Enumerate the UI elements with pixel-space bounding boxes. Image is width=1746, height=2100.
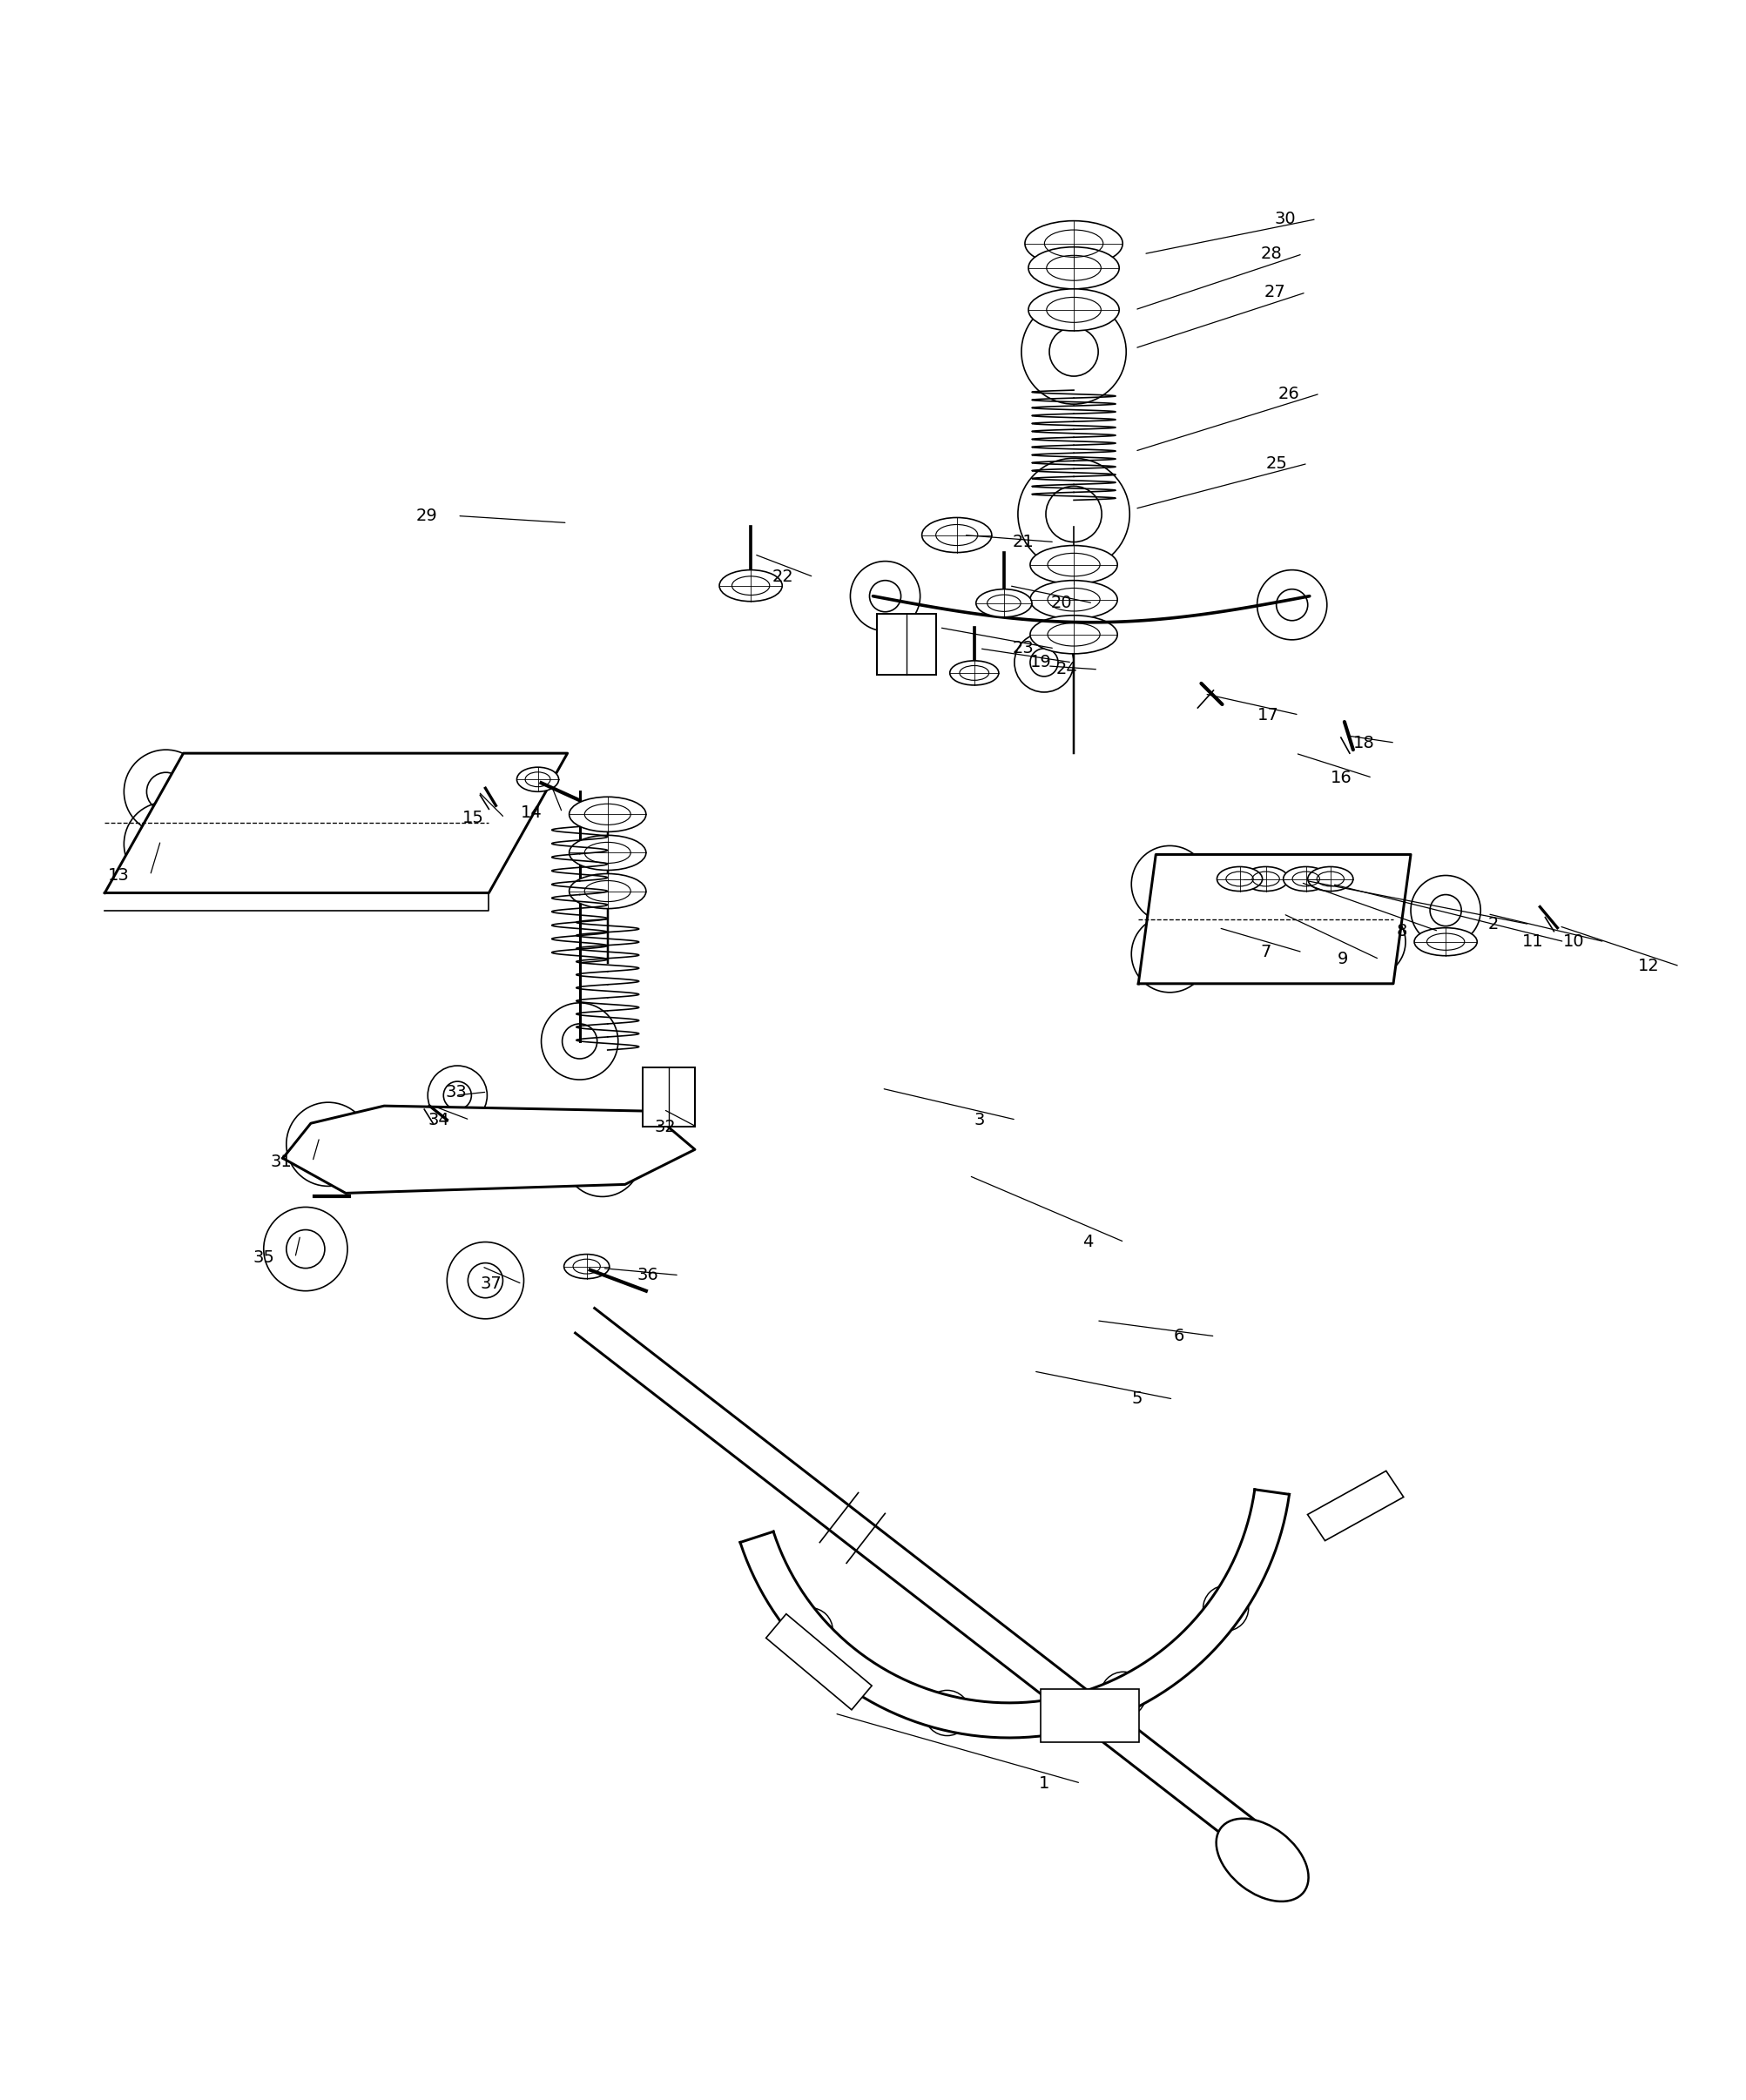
- Text: 4: 4: [1083, 1233, 1093, 1250]
- Polygon shape: [283, 1107, 695, 1193]
- Ellipse shape: [517, 766, 559, 792]
- Ellipse shape: [1217, 867, 1262, 890]
- Text: 30: 30: [1275, 210, 1296, 227]
- Ellipse shape: [1414, 928, 1477, 956]
- Ellipse shape: [1217, 1819, 1308, 1901]
- Ellipse shape: [922, 517, 992, 552]
- Ellipse shape: [1030, 580, 1117, 620]
- Polygon shape: [766, 1615, 871, 1709]
- Text: 9: 9: [1337, 951, 1348, 968]
- Text: 20: 20: [1051, 594, 1072, 611]
- Text: 18: 18: [1353, 735, 1374, 752]
- Text: 1: 1: [1039, 1774, 1049, 1791]
- Ellipse shape: [569, 836, 646, 869]
- Text: 22: 22: [772, 569, 793, 586]
- Text: 3: 3: [974, 1111, 985, 1128]
- Text: 6: 6: [1173, 1327, 1184, 1344]
- Text: 21: 21: [1013, 533, 1034, 550]
- Ellipse shape: [719, 569, 782, 601]
- Text: 34: 34: [428, 1111, 449, 1128]
- Text: 2: 2: [1488, 916, 1498, 932]
- Text: 16: 16: [1330, 769, 1351, 785]
- Polygon shape: [643, 1067, 695, 1128]
- Text: 28: 28: [1261, 246, 1282, 262]
- Text: 15: 15: [463, 811, 484, 825]
- Ellipse shape: [950, 662, 999, 685]
- Ellipse shape: [1030, 615, 1117, 653]
- Text: 17: 17: [1257, 706, 1278, 722]
- Ellipse shape: [1028, 290, 1119, 332]
- Text: 24: 24: [1056, 662, 1077, 678]
- Text: 12: 12: [1638, 958, 1659, 974]
- Text: 7: 7: [1261, 945, 1271, 960]
- Polygon shape: [876, 613, 936, 674]
- Polygon shape: [1041, 1691, 1138, 1741]
- Ellipse shape: [1028, 248, 1119, 290]
- Ellipse shape: [569, 796, 646, 832]
- Text: 33: 33: [445, 1084, 466, 1100]
- Text: 10: 10: [1563, 934, 1584, 949]
- Text: 8: 8: [1397, 924, 1407, 939]
- Ellipse shape: [976, 590, 1032, 617]
- Polygon shape: [1308, 1470, 1404, 1541]
- Polygon shape: [105, 754, 567, 892]
- Text: 23: 23: [1013, 640, 1034, 657]
- Text: 13: 13: [108, 867, 129, 884]
- Text: 37: 37: [480, 1275, 501, 1292]
- Ellipse shape: [564, 1254, 609, 1279]
- Text: 35: 35: [253, 1250, 274, 1266]
- Ellipse shape: [1283, 867, 1329, 890]
- Text: 11: 11: [1523, 934, 1543, 949]
- Text: 14: 14: [520, 804, 541, 821]
- Ellipse shape: [1025, 220, 1123, 267]
- Text: 36: 36: [637, 1266, 658, 1283]
- Text: 26: 26: [1278, 386, 1299, 401]
- Text: 29: 29: [416, 508, 436, 525]
- Ellipse shape: [569, 874, 646, 909]
- Ellipse shape: [1243, 867, 1289, 890]
- Text: 27: 27: [1264, 284, 1285, 300]
- Text: 5: 5: [1131, 1390, 1142, 1407]
- Text: 31: 31: [271, 1153, 292, 1170]
- Text: 32: 32: [655, 1119, 676, 1136]
- Text: 19: 19: [1030, 655, 1051, 670]
- Polygon shape: [740, 1489, 1289, 1739]
- Text: 25: 25: [1266, 456, 1287, 473]
- Ellipse shape: [1030, 546, 1117, 584]
- Ellipse shape: [1308, 867, 1353, 890]
- Polygon shape: [1138, 855, 1411, 983]
